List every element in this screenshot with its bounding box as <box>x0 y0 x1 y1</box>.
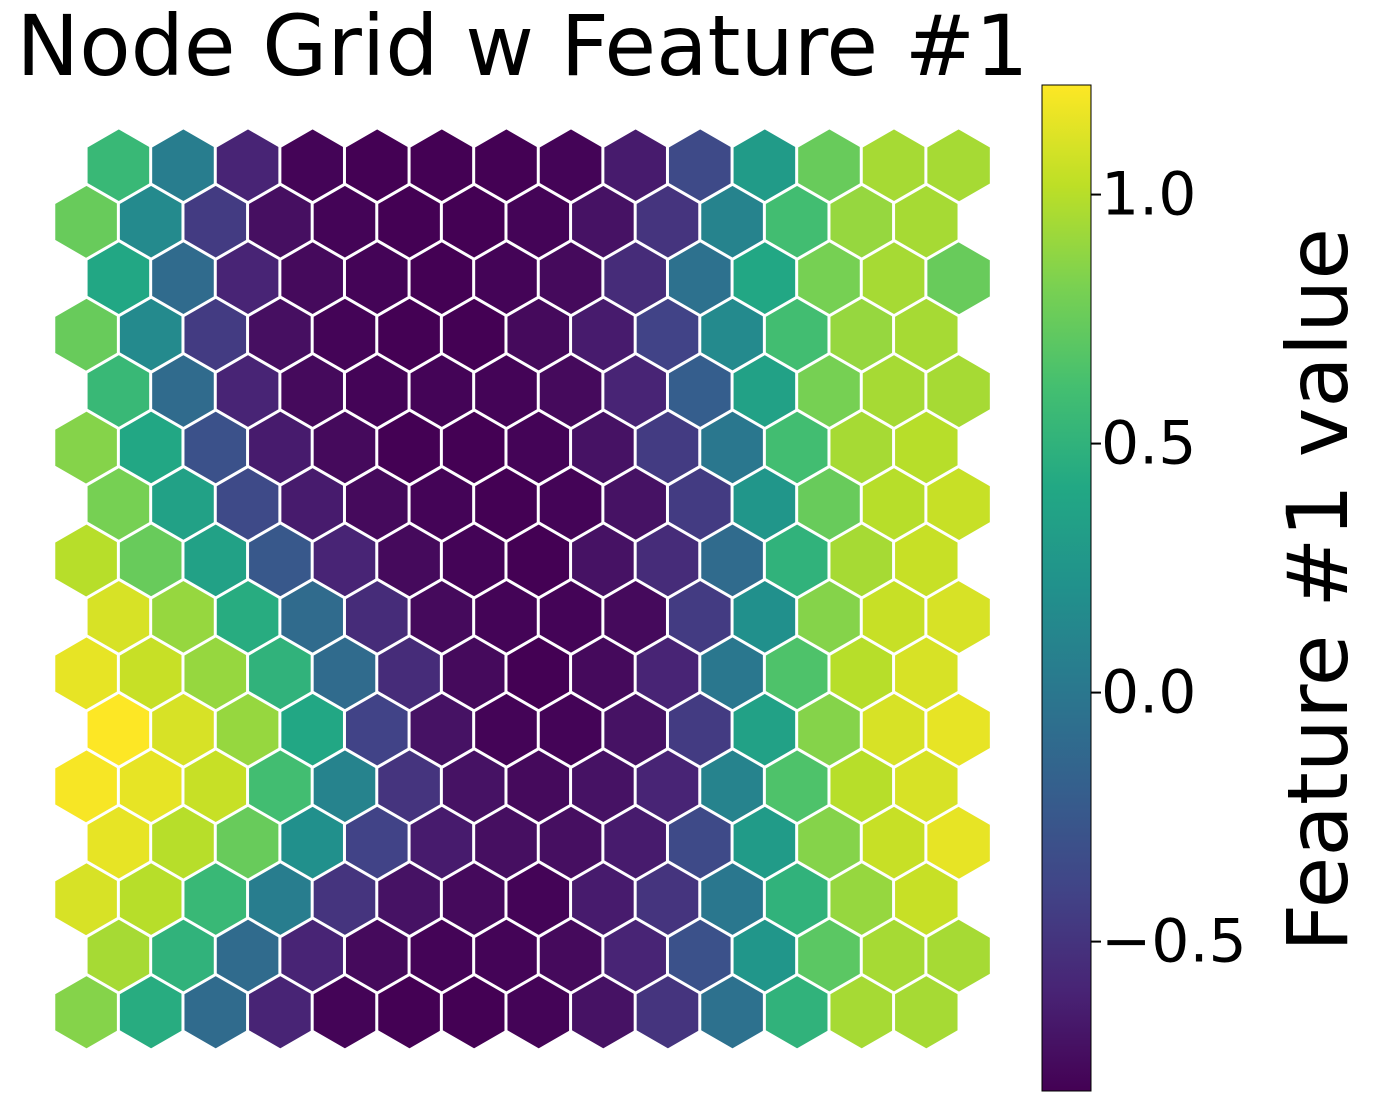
colorbar-gradient <box>1041 84 1092 1092</box>
colorbar-tick-label: −0.5 <box>1101 907 1247 977</box>
colorbar-tick-label: 0.5 <box>1101 409 1196 479</box>
colorbar-label: Feature #1 value <box>1269 227 1367 953</box>
chart-title: Node Grid w Feature #1 <box>16 0 1029 95</box>
colorbar-tick-label: 1.0 <box>1101 160 1196 230</box>
colorbar-ticks: −0.5 0.0 0.5 1.0 <box>1091 160 1247 977</box>
colorbar-tick-label: 0.0 <box>1101 658 1196 728</box>
hex-cell-r15-c13 <box>892 972 961 1052</box>
